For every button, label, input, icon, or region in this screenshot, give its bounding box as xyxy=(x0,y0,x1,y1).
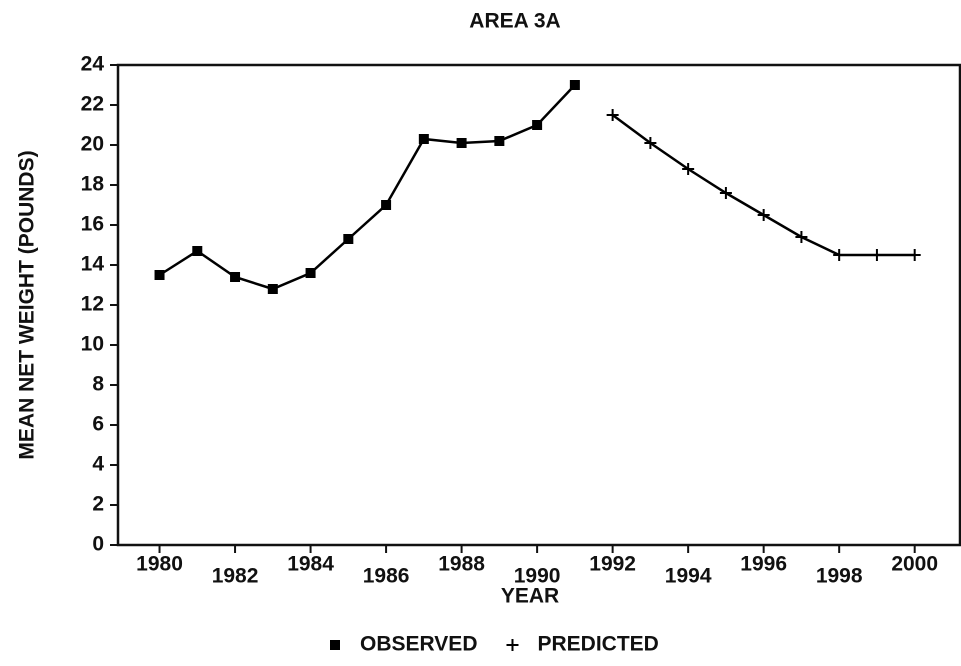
marker xyxy=(532,120,543,130)
x-tick-label: 1990 xyxy=(514,565,561,588)
x-tick-label: 1980 xyxy=(136,553,183,576)
marker xyxy=(719,187,732,199)
marker xyxy=(606,109,619,121)
x-tick-label: 1986 xyxy=(363,565,410,588)
x-tick-label: 1998 xyxy=(816,565,863,588)
marker xyxy=(381,200,392,210)
marker xyxy=(833,249,846,261)
x-tick-label: 2000 xyxy=(891,553,938,576)
marker xyxy=(908,249,921,261)
y-tick-label: 14 xyxy=(81,253,105,276)
y-tick-label: 6 xyxy=(92,413,104,436)
legend-marker xyxy=(506,639,519,651)
x-axis-label: YEAR xyxy=(501,585,559,608)
y-tick-label: 4 xyxy=(92,453,104,476)
marker xyxy=(795,231,808,243)
x-tick-label: 1988 xyxy=(438,553,485,576)
marker xyxy=(870,249,883,261)
marker xyxy=(343,234,354,244)
y-tick-label: 10 xyxy=(81,333,104,356)
y-tick-label: 22 xyxy=(81,93,104,116)
y-axis-label: MEAN NET WEIGHT (POUNDS) xyxy=(16,150,39,459)
y-tick-label: 18 xyxy=(81,173,105,196)
x-tick-label: 1982 xyxy=(212,565,259,588)
x-tick-label: 1996 xyxy=(740,553,787,576)
marker xyxy=(154,270,165,280)
chart-title: AREA 3A xyxy=(469,10,560,33)
series-line xyxy=(611,113,915,257)
marker xyxy=(757,209,770,221)
marker xyxy=(418,134,429,144)
x-tick-label: 1992 xyxy=(589,553,636,576)
marker xyxy=(494,136,505,146)
marker xyxy=(267,284,278,294)
y-tick-label: 2 xyxy=(92,493,104,516)
y-tick-label: 24 xyxy=(81,53,105,76)
x-tick-label: 1984 xyxy=(287,553,334,576)
y-tick-label: 16 xyxy=(81,213,104,236)
marker xyxy=(230,272,241,282)
plot-frame xyxy=(116,63,961,547)
marker xyxy=(192,246,203,256)
marker xyxy=(644,137,657,149)
y-tick-label: 12 xyxy=(81,293,104,316)
legend-marker xyxy=(330,640,340,650)
legend-label: OBSERVED xyxy=(360,633,477,656)
series-line xyxy=(158,84,576,291)
y-tick-label: 8 xyxy=(92,373,104,396)
marker xyxy=(305,268,316,278)
marker xyxy=(569,80,580,90)
legend-label: PREDICTED xyxy=(537,633,658,656)
y-tick-label: 20 xyxy=(81,133,104,156)
y-tick-label: 0 xyxy=(92,533,104,556)
x-tick-label: 1994 xyxy=(665,565,712,588)
marker xyxy=(456,138,467,148)
marker xyxy=(682,163,695,175)
